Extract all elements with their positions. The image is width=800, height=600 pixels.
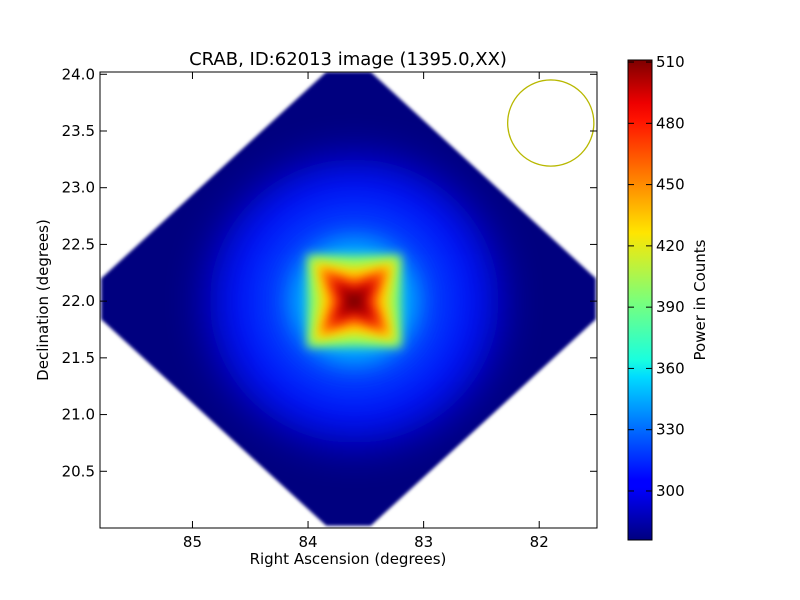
y-tick-label: 21.5: [62, 349, 95, 367]
y-axis-label: Declination (degrees): [34, 219, 52, 381]
source-core-peak: [341, 288, 368, 314]
source-glow-group: [209, 159, 499, 443]
colorbar-tick-label: 420: [656, 237, 685, 255]
colorbar-tick-label: 450: [656, 176, 685, 194]
x-tick-label: 83: [414, 533, 433, 551]
x-ticks: 85 84 83 82: [183, 72, 549, 551]
colorbar-label: Power in Counts: [691, 239, 709, 360]
y-tick-label: 22.5: [62, 235, 95, 253]
plot-frame: [99, 71, 598, 529]
y-ticks: 20.5 21.0 21.5 22.0 22.5 23.0 23.5 24.0: [62, 65, 597, 480]
colorbar-ticks: 300 330 360 390 420 450 480 510: [628, 53, 685, 500]
colorbar-tick-label: 480: [656, 114, 685, 132]
y-tick-label: 20.5: [62, 462, 95, 480]
colorbar-tick-label: 330: [656, 421, 685, 439]
colorbar-tick-label: 360: [656, 359, 685, 377]
y-tick-label: 24.0: [62, 65, 95, 83]
x-tick-label: 85: [183, 533, 202, 551]
plot-area: 85 84 83 82 20.5 21.0 21.5 22.0 22.5 23.0 23.5 24.…: [62, 65, 598, 551]
x-tick-label: 82: [530, 533, 549, 551]
x-tick-label: 84: [298, 533, 317, 551]
chart-title: CRAB, ID:62013 image (1395.0,XX): [189, 49, 507, 70]
y-tick-label: 23.0: [62, 179, 95, 197]
beam-circle: [507, 79, 595, 167]
colorbar-gradient: [627, 59, 653, 541]
colorbar-tick-label: 510: [656, 53, 685, 71]
colorbar-tick-label: 390: [656, 298, 685, 316]
heatmap-image: [101, 72, 596, 526]
colorbar-tick-label: 300: [656, 482, 685, 500]
y-tick-label: 22.0: [62, 292, 95, 310]
y-tick-label: 21.0: [62, 406, 95, 424]
y-tick-label: 23.5: [62, 122, 95, 140]
colorbar: 300 330 360 390 420 450 480 510 Power in Counts: [627, 53, 709, 541]
x-axis-label: Right Ascension (degrees): [250, 550, 447, 568]
